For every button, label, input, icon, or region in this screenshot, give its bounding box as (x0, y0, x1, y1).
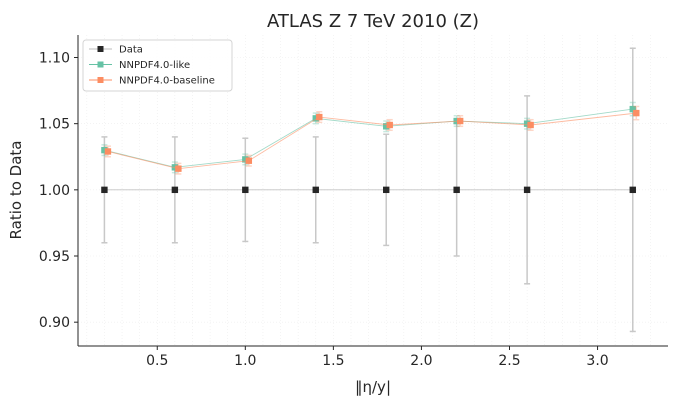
x-axis-label: ‖η/y| (355, 378, 391, 396)
legend-label: NNPDF4.0-baseline (119, 76, 215, 87)
data-point (629, 186, 636, 194)
data-point (453, 186, 460, 194)
legend-item: NNPDF4.0-like (89, 60, 190, 71)
y-tick-label: 1.10 (39, 50, 70, 66)
series-data (101, 47, 636, 333)
chart-title: ATLAS Z 7 TeV 2010 (Z) (267, 11, 479, 32)
y-tick-label: 0.95 (39, 249, 70, 265)
data-point (316, 113, 323, 121)
data-point (383, 186, 390, 194)
series-layer (101, 47, 640, 333)
x-ticks: 0.5 1.0 1.5 2.0 2.5 3.0 (146, 346, 609, 369)
y-tick-label: 1.05 (39, 117, 70, 133)
data-point (386, 121, 393, 129)
legend-marker (97, 61, 104, 68)
series-line (107, 112, 637, 170)
y-tick-label: 1.00 (39, 183, 70, 199)
data-point (242, 186, 249, 194)
data-point (104, 148, 112, 155)
data-point (101, 146, 108, 154)
y-tick-label: 0.90 (39, 315, 70, 331)
x-tick-label: 3.0 (586, 353, 608, 369)
y-axis-label: Ratio to Data (7, 141, 25, 240)
data-point (629, 105, 636, 113)
legend: Data NNPDF4.0-like NNPDF4.0-baseline (82, 39, 233, 92)
legend-label: Data (119, 45, 143, 56)
legend-marker (97, 77, 104, 83)
data-point (242, 156, 249, 163)
x-tick-label: 2.5 (498, 353, 520, 369)
x-tick-label: 1.5 (322, 353, 344, 369)
legend-item: NNPDF4.0-baseline (89, 76, 215, 87)
data-point (523, 120, 531, 127)
data-point (101, 186, 108, 194)
legend-box (82, 39, 233, 92)
x-tick-label: 2.0 (410, 353, 432, 369)
data-point (312, 186, 319, 194)
data-point (456, 117, 464, 125)
y-ticks: 0.90 0.95 1.00 1.05 1.10 (39, 50, 78, 331)
legend-item: Data (89, 45, 143, 56)
data-point (175, 165, 182, 172)
data-point (245, 157, 253, 164)
data-point (312, 115, 319, 122)
data-point (523, 186, 531, 194)
series-nnpdf4-0-baseline (104, 105, 640, 175)
legend-marker (97, 46, 104, 52)
data-point (527, 121, 534, 129)
axes (77, 35, 668, 347)
series-line (104, 108, 633, 168)
data-point (171, 186, 179, 194)
x-tick-label: 0.5 (146, 353, 168, 369)
data-point (633, 109, 640, 117)
data-point (383, 123, 390, 130)
x-tick-label: 1.0 (234, 353, 256, 369)
legend-label: NNPDF4.0-like (119, 60, 190, 71)
